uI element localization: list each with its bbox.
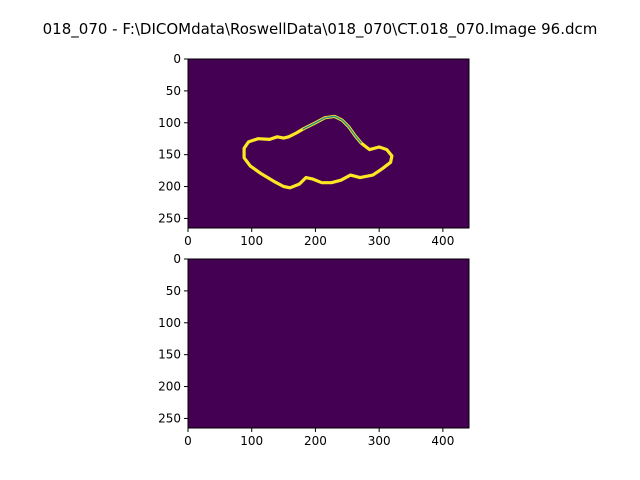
top-ytick-label: 0: [173, 52, 181, 66]
bottom-axes-frame: [187, 258, 470, 429]
bottom-xtick-label: 200: [304, 434, 327, 448]
top-ytick-label: 150: [158, 148, 181, 162]
bottom-xtick-label: 0: [184, 434, 192, 448]
figure-title: 018_070 - F:\DICOMdata\RoswellData\018_0…: [42, 20, 598, 38]
bottom-image-background: [188, 259, 469, 428]
bottom-image-axes: 0 100 200 300 400 0 50 100 150 200 250: [158, 252, 470, 448]
top-ytick-label: 250: [158, 211, 181, 225]
top-contour-thin-segment: [302, 115, 362, 144]
bottom-xtick-label: 300: [368, 434, 391, 448]
top-xtick-label: 0: [184, 234, 192, 248]
top-axes-frame: [187, 58, 470, 229]
bottom-ytick-label: 0: [173, 252, 181, 266]
bottom-ytick-label: 200: [158, 380, 181, 394]
bottom-xtick-label: 400: [431, 434, 454, 448]
bottom-ytick-label: 100: [158, 316, 181, 330]
bottom-ytick-label: 150: [158, 348, 181, 362]
bottom-xtick-label: 100: [240, 434, 263, 448]
top-xtick-label: 200: [304, 234, 327, 248]
top-xtick-label: 100: [240, 234, 263, 248]
bottom-ytick-label: 50: [166, 284, 181, 298]
top-image-background: [188, 59, 469, 228]
top-xtick-label: 300: [368, 234, 391, 248]
top-image-axes: 0 100 200 300 400 0 50 100 150 200 250: [158, 52, 470, 248]
top-ytick-label: 50: [166, 84, 181, 98]
top-ytick-label: 100: [158, 116, 181, 130]
bottom-ytick-label: 250: [158, 411, 181, 425]
top-xtick-label: 400: [431, 234, 454, 248]
top-ytick-label: 200: [158, 180, 181, 194]
